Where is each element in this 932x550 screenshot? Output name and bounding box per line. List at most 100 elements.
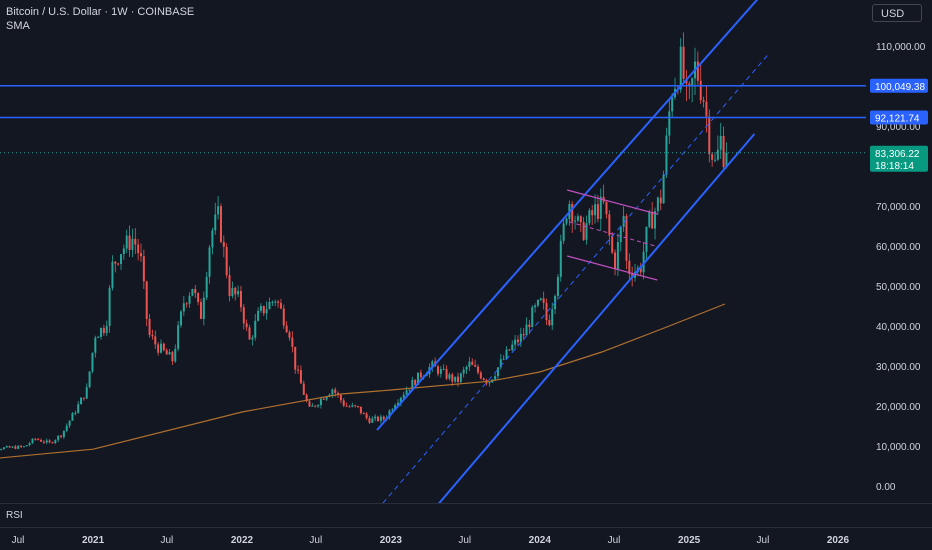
candle-down xyxy=(151,329,154,340)
candle-down xyxy=(248,324,251,340)
candle-body xyxy=(354,405,357,407)
candle-down xyxy=(288,330,291,341)
candle-up xyxy=(499,353,502,370)
candle-body xyxy=(334,389,337,393)
time-axis-tick-label: 2024 xyxy=(529,535,552,546)
candle-up xyxy=(317,404,320,408)
time-axis-tick-label: Jul xyxy=(608,535,621,546)
currency-button[interactable]: USD xyxy=(872,4,922,22)
candle-body xyxy=(45,440,48,443)
candle-up xyxy=(174,344,177,363)
candle-down xyxy=(705,86,708,133)
candle-up xyxy=(565,217,568,226)
candle-body xyxy=(288,332,291,338)
candle-down xyxy=(145,280,148,327)
candle-up xyxy=(585,215,588,245)
flag-upper-line xyxy=(566,189,658,215)
candle-down xyxy=(479,370,482,380)
candle-body xyxy=(239,290,242,308)
candle-down xyxy=(359,406,362,415)
candle-up xyxy=(405,386,408,396)
candle-body xyxy=(551,309,554,326)
candle-body xyxy=(565,218,568,224)
candle-up xyxy=(159,339,162,354)
candle-up xyxy=(80,397,83,405)
candle-down xyxy=(602,184,605,205)
candle-down xyxy=(528,319,531,335)
candle-body xyxy=(608,214,611,236)
candle-body xyxy=(14,446,17,449)
candle-body xyxy=(339,394,342,401)
candle-body xyxy=(168,352,171,355)
candle-down xyxy=(682,32,685,84)
candle-up xyxy=(551,302,554,331)
candle-body xyxy=(494,376,497,380)
candle-body xyxy=(342,400,345,406)
candle-body xyxy=(414,379,417,385)
candle-body xyxy=(382,416,385,420)
candle-up xyxy=(588,208,591,226)
candle-up xyxy=(351,402,354,408)
candle-body xyxy=(471,361,474,366)
candle-body xyxy=(148,318,151,335)
candle-body xyxy=(80,397,83,405)
candle-body xyxy=(194,289,197,294)
candle-up xyxy=(459,372,462,384)
candle-body xyxy=(574,220,577,222)
candle-up xyxy=(379,414,382,424)
candle-body xyxy=(231,287,234,297)
candle-body xyxy=(62,430,65,437)
candle-body xyxy=(725,152,728,167)
candle-body xyxy=(245,323,248,328)
candle-body xyxy=(77,404,80,413)
candle-down xyxy=(614,249,617,276)
candle-body xyxy=(345,405,348,407)
chart-title: Bitcoin / U.S. Dollar · 1W · COINBASE xyxy=(6,6,195,18)
candle-body xyxy=(25,445,28,447)
candle-body xyxy=(585,223,588,240)
candle-down xyxy=(148,313,151,338)
candle-down xyxy=(291,331,294,353)
flag-lower-line xyxy=(566,255,658,281)
candle-up xyxy=(125,229,128,254)
candle-body xyxy=(465,366,468,370)
candle-body xyxy=(97,336,100,338)
candle-down xyxy=(60,434,63,439)
candle-body xyxy=(159,343,162,353)
channel-upper-line xyxy=(376,0,759,431)
candle-body xyxy=(217,206,220,215)
candle-up xyxy=(642,241,645,280)
candle-down xyxy=(234,286,237,301)
candle-body xyxy=(722,135,725,167)
candle-body xyxy=(151,334,154,337)
candle-down xyxy=(199,298,202,320)
candle-up xyxy=(251,335,254,346)
candle-up xyxy=(468,356,471,371)
candle-body xyxy=(582,222,585,240)
candle-up xyxy=(62,430,65,440)
candle-down xyxy=(625,213,628,270)
candle-body xyxy=(651,211,654,229)
candle-body xyxy=(88,371,91,388)
candle-body xyxy=(237,290,240,295)
candle-body xyxy=(311,405,314,407)
candle-body xyxy=(225,246,228,276)
candle-down xyxy=(419,369,422,381)
candle-body xyxy=(562,223,565,241)
indicator-label-sma[interactable]: SMA xyxy=(6,20,30,32)
candle-body xyxy=(436,366,439,374)
candle-body xyxy=(536,300,539,306)
candle-body xyxy=(576,216,579,221)
candle-body xyxy=(476,366,479,373)
candle-up xyxy=(462,366,465,378)
candle-body xyxy=(337,392,340,395)
candle-body xyxy=(502,358,505,360)
plot-area xyxy=(0,0,866,503)
candle-up xyxy=(105,320,108,337)
candle-up xyxy=(271,300,274,306)
candle-down xyxy=(154,330,157,350)
candle-down xyxy=(474,359,477,368)
time-axis-tick-label: Jul xyxy=(458,535,471,546)
candle-body xyxy=(251,337,254,340)
